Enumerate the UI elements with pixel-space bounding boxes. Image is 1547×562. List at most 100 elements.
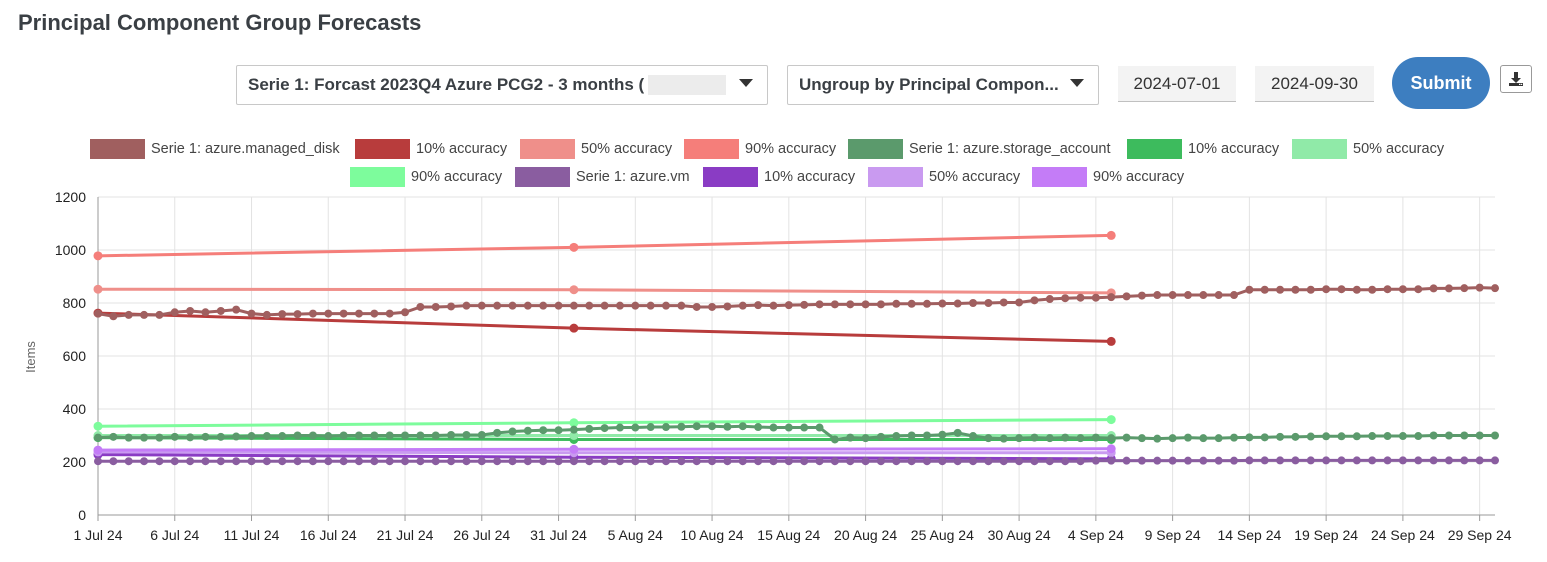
data-point: [830, 457, 839, 466]
group-select[interactable]: Ungroup by Principal Compon...: [787, 65, 1099, 105]
data-point: [677, 457, 686, 466]
legend-item[interactable]: 50% accuracy: [1292, 139, 1444, 159]
series-line: [97, 424, 1495, 442]
data-point: [1383, 456, 1392, 465]
data-point: [1137, 434, 1146, 443]
data-point: [1106, 431, 1116, 440]
data-point: [907, 457, 916, 466]
data-point: [784, 301, 793, 310]
data-point: [984, 457, 993, 466]
data-point: [1291, 432, 1300, 441]
x-tick-label: 24 Sep 24: [1371, 527, 1435, 543]
data-point: [922, 299, 931, 308]
data-point: [1245, 285, 1254, 294]
data-point: [1106, 336, 1116, 346]
legend-item[interactable]: 10% accuracy: [1127, 139, 1279, 159]
submit-button[interactable]: Submit: [1392, 57, 1490, 109]
data-point: [431, 457, 440, 466]
data-point: [646, 457, 655, 466]
data-point: [1337, 285, 1346, 294]
data-point: [1429, 456, 1438, 465]
data-point: [1475, 431, 1484, 440]
data-point: [262, 310, 271, 319]
series-line: [97, 233, 1112, 258]
data-point: [523, 426, 532, 435]
legend-item[interactable]: 90% accuracy: [684, 139, 836, 159]
data-point: [631, 301, 640, 310]
data-point: [861, 434, 870, 443]
data-point: [1429, 431, 1438, 440]
legend-item[interactable]: 10% accuracy: [355, 139, 507, 159]
data-point: [554, 426, 563, 435]
data-point: [1398, 432, 1407, 441]
legend-item[interactable]: Serie 1: azure.storage_account: [848, 139, 1111, 159]
y-tick-label: 400: [63, 401, 87, 417]
data-point: [723, 422, 732, 431]
data-point: [723, 302, 732, 311]
data-point: [800, 300, 809, 309]
data-point: [969, 299, 978, 307]
data-point: [907, 431, 916, 440]
data-point: [876, 300, 885, 309]
data-point: [477, 430, 486, 439]
data-point: [293, 431, 302, 440]
legend-item[interactable]: 90% accuracy: [350, 167, 502, 187]
data-point: [1122, 456, 1131, 465]
legend-label: 90% accuracy: [745, 141, 837, 157]
legend-item[interactable]: Serie 1: azure.managed_disk: [90, 139, 340, 159]
legend-swatch: [515, 167, 570, 187]
data-point: [1276, 285, 1285, 294]
data-point: [94, 457, 102, 466]
data-point: [861, 300, 870, 309]
data-point: [93, 431, 103, 440]
legend-item[interactable]: 10% accuracy: [703, 167, 855, 187]
legend-item[interactable]: 50% accuracy: [868, 167, 1020, 187]
data-point: [93, 447, 103, 457]
legend-item[interactable]: 50% accuracy: [520, 139, 672, 159]
data-point: [984, 434, 993, 443]
legend-item[interactable]: 90% accuracy: [1032, 167, 1184, 187]
data-point: [754, 301, 763, 310]
data-point: [93, 450, 103, 460]
data-point: [462, 457, 471, 466]
data-point: [846, 457, 855, 466]
data-point: [830, 300, 839, 309]
data-point: [585, 457, 594, 466]
data-point: [493, 428, 502, 437]
data-point: [308, 309, 317, 318]
data-point: [984, 299, 993, 307]
end-date-input[interactable]: 2024-09-30: [1255, 66, 1374, 102]
start-date-input[interactable]: 2024-07-01: [1118, 66, 1236, 102]
legend-item[interactable]: Serie 1: azure.vm: [515, 167, 690, 187]
data-point: [1276, 432, 1285, 441]
data-point: [569, 444, 579, 454]
legend-swatch: [848, 139, 903, 159]
data-point: [1475, 456, 1484, 465]
data-point: [677, 301, 686, 310]
x-tick-label: 4 Sep 24: [1068, 527, 1124, 543]
series-select[interactable]: Serie 1: Forcast 2023Q4 Azure PCG2 - 3 m…: [236, 65, 768, 105]
data-point: [938, 299, 947, 308]
data-point: [1106, 454, 1116, 464]
download-button[interactable]: [1500, 65, 1532, 93]
data-point: [784, 423, 793, 432]
data-point: [447, 302, 456, 311]
data-point: [708, 457, 717, 466]
data-point: [1153, 434, 1162, 443]
data-point: [922, 457, 931, 466]
data-point: [354, 457, 363, 466]
legend-swatch: [350, 167, 405, 187]
data-point: [201, 308, 210, 317]
legend-label: 10% accuracy: [764, 169, 856, 185]
series-line: [97, 311, 1112, 343]
y-tick-label: 1000: [55, 242, 86, 258]
data-point: [385, 431, 394, 440]
data-point: [554, 457, 563, 466]
legend-label: 10% accuracy: [1188, 141, 1280, 157]
data-point: [155, 433, 164, 442]
data-point: [1137, 291, 1146, 300]
series-line: [97, 436, 1112, 441]
data-point: [815, 457, 824, 466]
data-point: [93, 308, 103, 318]
series-line: [97, 453, 1112, 461]
